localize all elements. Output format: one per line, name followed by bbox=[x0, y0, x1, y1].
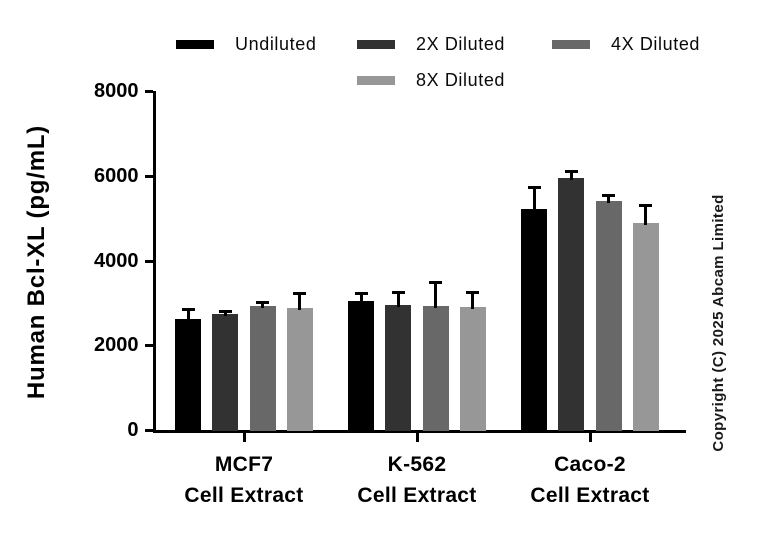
bar-2x-diluted-k-562 bbox=[385, 305, 412, 431]
error-bar-cap bbox=[218, 310, 232, 314]
error-bar-stem bbox=[434, 282, 438, 308]
y-tick bbox=[144, 259, 153, 263]
error-bar-stem bbox=[223, 311, 227, 317]
x-axis bbox=[152, 430, 686, 433]
y-tick-label: 2000 bbox=[94, 334, 139, 357]
x-category-label-k-562: K-562 Cell Extract bbox=[327, 449, 507, 511]
error-bar-stem bbox=[261, 302, 265, 309]
x-category-label-line: Cell Extract bbox=[357, 484, 477, 507]
error-bar-stem bbox=[298, 293, 302, 310]
bar-4x-diluted-k-562 bbox=[422, 305, 449, 431]
y-axis bbox=[152, 91, 156, 433]
x-category-label-line: K-562 bbox=[387, 453, 447, 476]
error-bar-stem bbox=[471, 292, 475, 310]
bar-undiluted-k-562 bbox=[348, 300, 375, 431]
y-tick-label: 4000 bbox=[94, 249, 139, 272]
error-bar-stem bbox=[644, 205, 648, 226]
legend-swatch-8x-diluted-icon bbox=[357, 76, 395, 85]
error-bar-cap bbox=[564, 169, 578, 173]
error-bar-cap bbox=[602, 193, 616, 197]
error-bar-cap bbox=[466, 290, 480, 294]
error-bar-cap bbox=[256, 300, 270, 304]
error-bar-cap bbox=[293, 292, 307, 296]
legend-swatch-2x-diluted-icon bbox=[357, 40, 395, 49]
bar-8x-diluted-k-562 bbox=[459, 307, 486, 431]
legend-item-2x-diluted: 2X Diluted bbox=[357, 34, 505, 55]
error-bar-stem bbox=[359, 293, 363, 303]
y-tick bbox=[144, 174, 153, 178]
x-tick bbox=[415, 433, 419, 442]
y-tick-label: 8000 bbox=[94, 80, 139, 102]
bar-undiluted-mcf7 bbox=[175, 318, 202, 431]
error-bar-stem bbox=[532, 187, 536, 212]
legend-label-undiluted: Undiluted bbox=[235, 34, 317, 54]
error-bar-cap bbox=[639, 204, 653, 208]
error-bar-cap bbox=[429, 281, 443, 285]
legend-item-4x-diluted: 4X Diluted bbox=[552, 34, 700, 55]
error-bar-stem bbox=[396, 292, 400, 308]
error-bar-cap bbox=[181, 308, 195, 312]
bar-4x-diluted-caco-2 bbox=[595, 201, 622, 431]
x-category-label-caco-2: Caco-2 Cell Extract bbox=[500, 449, 680, 511]
bar-8x-diluted-mcf7 bbox=[286, 307, 313, 431]
error-bar-stem bbox=[569, 171, 573, 180]
error-bar-cap bbox=[527, 185, 541, 189]
x-category-label-line: Cell Extract bbox=[530, 484, 650, 507]
legend-swatch-undiluted-icon bbox=[176, 40, 214, 49]
x-tick bbox=[242, 433, 246, 442]
y-tick bbox=[144, 90, 153, 93]
x-category-label-line: Caco-2 bbox=[554, 453, 626, 476]
y-tick bbox=[144, 344, 153, 348]
bar-2x-diluted-caco-2 bbox=[558, 177, 585, 431]
legend-label-2x-diluted: 2X Diluted bbox=[416, 34, 506, 54]
legend-item-8x-diluted: 8X Diluted bbox=[357, 70, 505, 91]
x-category-label-line: Cell Extract bbox=[184, 484, 304, 507]
legend-label-4x-diluted: 4X Diluted bbox=[611, 34, 701, 54]
bar-8x-diluted-caco-2 bbox=[632, 223, 659, 431]
y-tick-label: 6000 bbox=[94, 164, 139, 187]
error-bar-stem bbox=[186, 309, 190, 321]
y-tick bbox=[144, 429, 153, 432]
error-bar-cap bbox=[391, 291, 405, 295]
x-category-label-line: MCF7 bbox=[214, 453, 274, 476]
legend-item-undiluted: Undiluted bbox=[176, 34, 316, 55]
bar-2x-diluted-mcf7 bbox=[212, 314, 239, 431]
legend-swatch-4x-diluted-icon bbox=[552, 40, 590, 49]
legend-label-8x-diluted: 8X Diluted bbox=[416, 70, 506, 90]
x-tick bbox=[588, 433, 592, 442]
copyright-watermark: Copyright (C) 2025 Abcam Limited bbox=[710, 194, 727, 452]
y-tick-label: 0 bbox=[127, 419, 139, 441]
x-category-label-mcf7: MCF7 Cell Extract bbox=[154, 449, 334, 511]
bar-undiluted-caco-2 bbox=[521, 209, 548, 431]
bar-4x-diluted-mcf7 bbox=[249, 306, 276, 431]
error-bar-cap bbox=[354, 292, 368, 296]
error-bar-stem bbox=[607, 195, 611, 204]
